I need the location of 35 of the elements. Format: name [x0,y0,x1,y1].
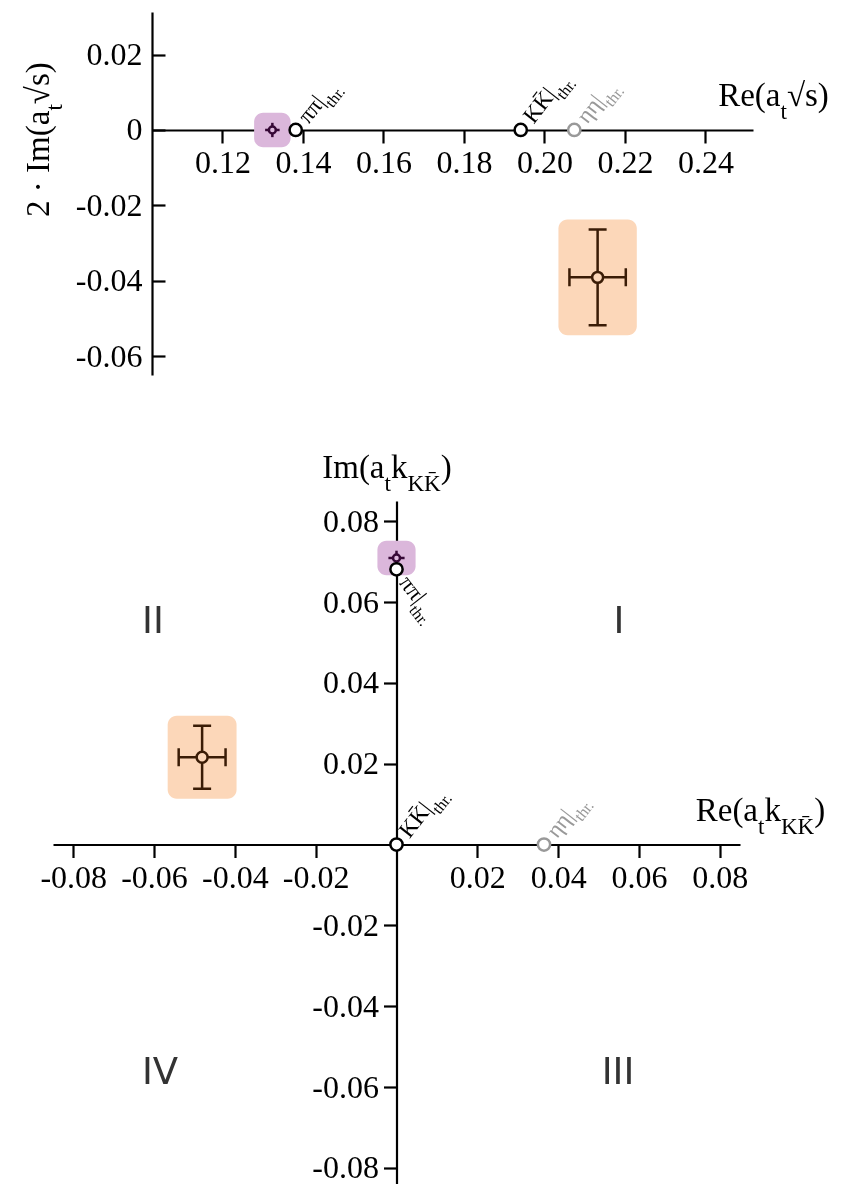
y-tick-label: -0.06 [312,1068,379,1105]
x-tick-label: 0.18 [436,144,493,181]
annotation: I [613,599,625,642]
x-tick-label: 0.24 [678,144,734,181]
x-axis-title: Re(a$_{t}$k$_{KK̄}$) [695,792,826,840]
x-tick-label: 0.06 [611,859,668,896]
annotation: III [601,1050,635,1093]
x-tick-label: -0.02 [282,859,350,896]
x-axis-title: Re(a$_{t}$√s) [718,77,829,125]
x-tick-label: -0.06 [121,859,188,896]
y-tick-label: -0.08 [312,1149,379,1184]
x-tick-label: 0.20 [516,144,573,181]
x-tick-label: 0.16 [355,144,412,181]
y-tick-label: -0.06 [75,337,143,374]
x-tick-label: 0.14 [275,144,332,181]
x-tick-label: 0.02 [449,859,506,896]
y-tick-label: 0.04 [323,664,379,701]
y-tick-label: 0 [126,111,143,148]
annotation: IV [141,1050,179,1093]
x-tick-label: -0.08 [40,859,108,896]
y-tick-label: 0.06 [323,583,379,620]
x-tick-label: -0.04 [202,859,269,896]
y-tick-label: 0.08 [323,502,379,539]
annotation: II [142,599,164,642]
x-tick-label: 0.12 [194,144,251,181]
y-tick-label: -0.02 [312,906,379,943]
y-axis-title: Im(a$_{t}$k$_{KK̄}$) [322,448,452,496]
y-tick-label: 0.02 [86,36,143,73]
y-tick-label: 0.02 [323,745,379,782]
x-tick-label: 0.08 [692,859,749,896]
x-tick-label: 0.22 [597,144,654,181]
y-tick-label: -0.04 [312,987,379,1024]
x-tick-label: 0.04 [530,859,587,896]
y-tick-label: -0.02 [75,186,143,223]
y-tick-label: -0.04 [75,262,143,299]
